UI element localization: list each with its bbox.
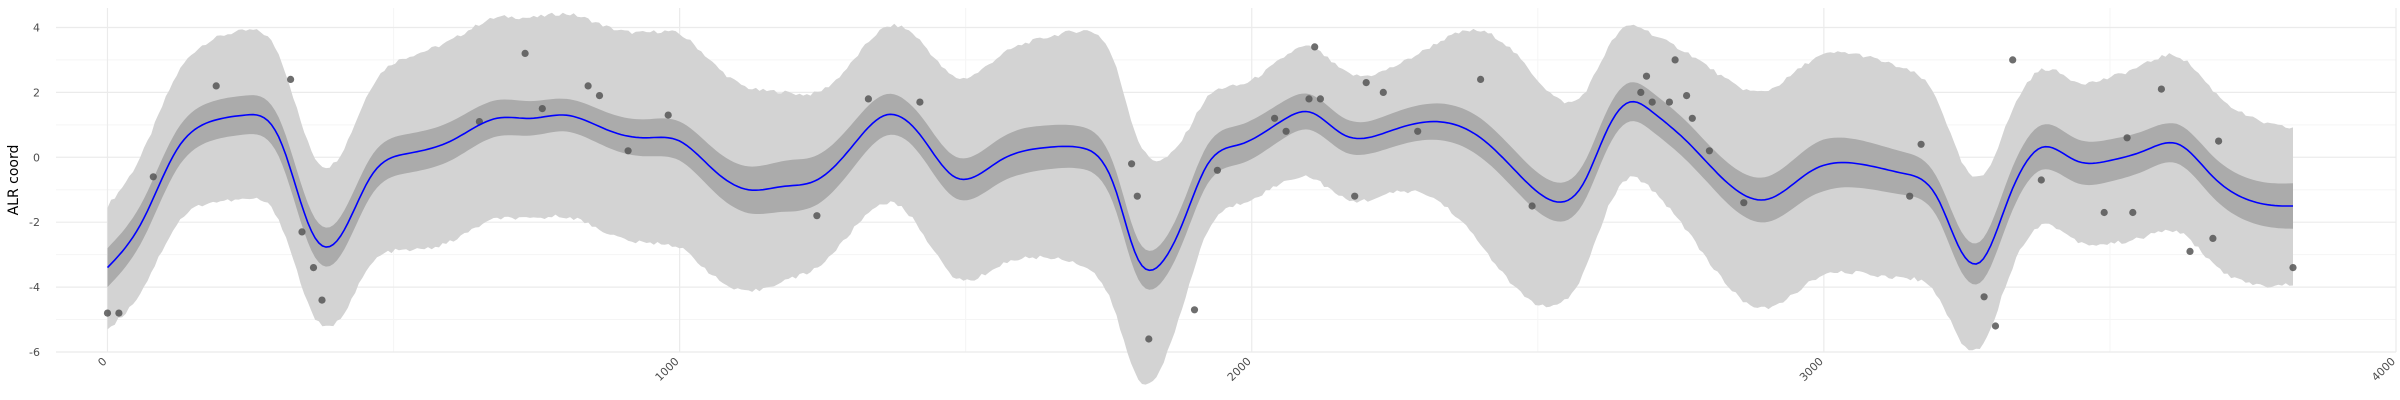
data-point <box>298 228 306 236</box>
data-point <box>624 147 632 155</box>
data-point <box>1213 166 1221 174</box>
data-point <box>1282 127 1290 135</box>
data-point <box>1133 192 1141 200</box>
data-point <box>309 264 318 272</box>
data-point <box>1128 160 1136 168</box>
data-point <box>1980 293 1988 301</box>
data-point <box>538 105 546 113</box>
data-point <box>1740 199 1748 207</box>
data-point <box>1642 72 1651 80</box>
data-point <box>595 92 604 100</box>
data-point <box>1688 114 1696 122</box>
data-point <box>2157 85 2165 93</box>
inner-band <box>107 82 2293 290</box>
data-point <box>1362 79 1370 87</box>
data-point <box>1705 147 1713 155</box>
outer-band <box>107 12 2293 385</box>
data-point <box>916 98 924 106</box>
y-tick-label: 2 <box>33 86 40 99</box>
mean-line <box>106 100 2293 272</box>
confidence-bands <box>107 12 2293 385</box>
data-point <box>1414 127 1422 135</box>
data-point <box>813 212 821 220</box>
data-point <box>584 82 592 90</box>
data-point <box>864 95 873 103</box>
data-point <box>1271 114 1279 122</box>
data-point <box>1351 192 1359 200</box>
y-tick-label: -2 <box>29 216 40 229</box>
data-point <box>318 296 326 304</box>
data-point <box>1917 140 1925 148</box>
data-point <box>287 75 295 83</box>
data-point <box>664 111 672 119</box>
y-tick-label: -4 <box>29 281 40 294</box>
data-point <box>521 49 529 58</box>
data-point <box>1906 192 1914 200</box>
data-point <box>2186 247 2194 255</box>
data-point <box>1190 306 1199 314</box>
y-tick-label: -6 <box>29 346 40 359</box>
data-point <box>1305 95 1313 103</box>
data-point <box>1316 95 1324 103</box>
data-point <box>1477 75 1485 83</box>
data-point <box>1665 98 1673 106</box>
y-axis-ticks: -6 -4 -2 0 2 4 <box>29 21 40 359</box>
data-point <box>1991 322 2000 330</box>
data-point <box>149 173 157 181</box>
data-point <box>2037 176 2045 184</box>
data-point <box>1683 92 1691 100</box>
data-point <box>1528 202 1536 210</box>
y-axis-title: ALR coord <box>6 145 22 216</box>
data-point <box>1648 98 1656 106</box>
data-point <box>1379 88 1387 96</box>
data-point <box>2129 208 2137 217</box>
data-point <box>2215 137 2223 145</box>
data-point <box>212 82 220 90</box>
data-point <box>2100 208 2108 217</box>
mean-line-group <box>106 100 2293 272</box>
data-point <box>1311 43 1319 51</box>
data-point <box>1637 88 1645 96</box>
y-tick-label: 0 <box>33 151 40 164</box>
data-point <box>1671 56 1679 64</box>
data-point <box>103 309 112 317</box>
data-point <box>2009 56 2017 64</box>
data-point <box>1145 335 1153 343</box>
data-point <box>2123 134 2131 142</box>
data-points <box>103 43 2297 343</box>
y-tick-label: 4 <box>33 21 40 34</box>
data-point <box>2209 234 2217 242</box>
data-point <box>115 309 123 317</box>
data-point <box>2289 264 2297 272</box>
